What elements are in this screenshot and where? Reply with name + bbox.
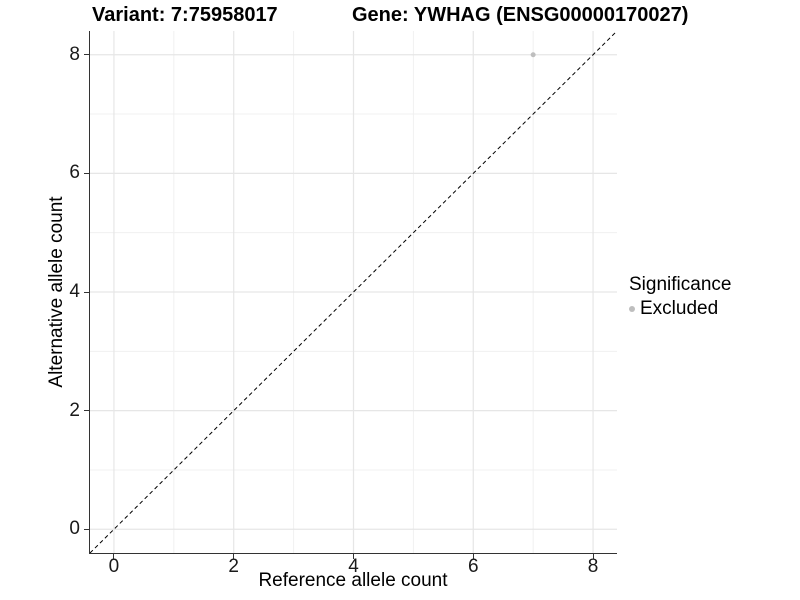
x-axis-tick	[472, 554, 474, 559]
legend: Significance Excluded	[629, 274, 731, 320]
data-point-excluded	[530, 52, 536, 58]
x-axis-tick	[592, 554, 594, 559]
plot-title-variant: Variant: 7:75958017	[92, 4, 278, 26]
plot-panel	[89, 31, 617, 554]
x-axis-tick-label: 6	[467, 556, 479, 577]
legend-item-label: Excluded	[640, 298, 719, 319]
y-axis-tick	[84, 410, 89, 412]
y-axis-tick	[84, 528, 89, 530]
plot-title-gene: Gene: YWHAG (ENSG00000170027)	[352, 4, 689, 26]
plot-canvas	[90, 31, 617, 553]
legend-title: Significance	[629, 274, 732, 295]
y-axis-tick-label: 4	[69, 281, 80, 302]
x-axis-tick-label: 0	[108, 556, 120, 577]
y-axis-tick	[84, 172, 89, 174]
y-axis-tick-label: 0	[69, 518, 80, 540]
y-axis-tick	[84, 54, 89, 56]
legend-item-excluded: Excluded	[629, 298, 731, 320]
x-axis-tick	[353, 554, 354, 559]
y-axis-tick-label: 6	[69, 162, 80, 184]
x-axis-tick-label: 4	[348, 556, 359, 577]
x-axis-tick-label: 2	[228, 556, 239, 577]
x-axis-tick-label: 8	[587, 556, 599, 577]
x-axis-title: Reference allele count	[258, 570, 448, 591]
legend-point-icon	[629, 306, 635, 312]
y-axis-tick-label: 2	[69, 399, 80, 421]
identity-line	[90, 31, 617, 553]
x-axis-tick	[113, 554, 115, 559]
y-axis-tick	[84, 291, 89, 293]
x-axis-tick	[233, 554, 235, 559]
y-axis-tick-label: 8	[69, 43, 80, 65]
